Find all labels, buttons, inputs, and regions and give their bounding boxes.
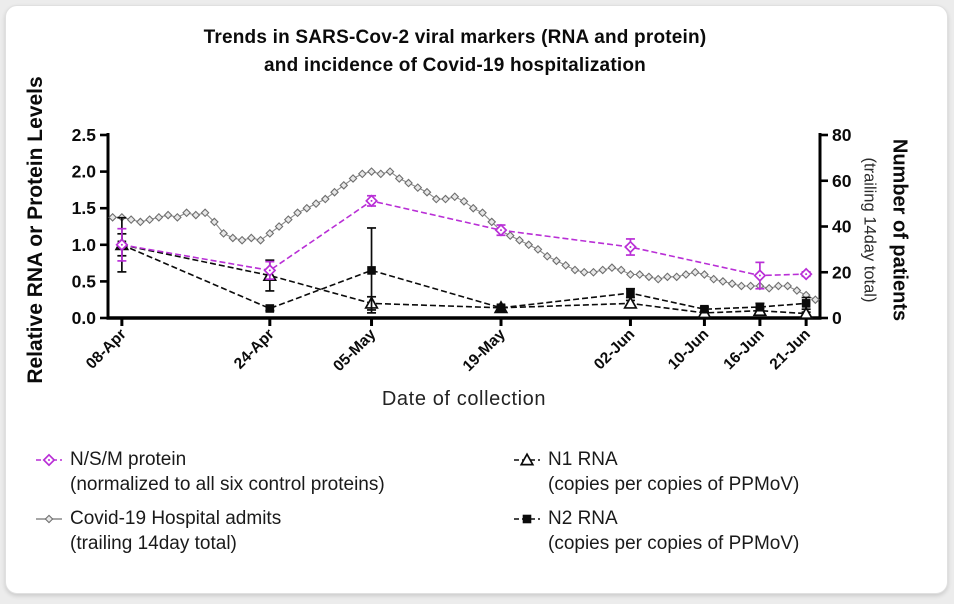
nsm-protein-marker-icon bbox=[34, 447, 70, 497]
chart-title-line2: and incidence of Covid-19 hospitalizatio… bbox=[264, 55, 646, 76]
svg-text:2.5: 2.5 bbox=[72, 125, 97, 145]
legend-label-hospital-admits: Covid-19 Hospital admits bbox=[70, 508, 282, 529]
legend: N/S/M protein (normalized to all six con… bbox=[34, 447, 926, 565]
hospital-admits-marker-icon bbox=[34, 506, 70, 556]
legend-column-right: N1 RNA (copies per copies of PPMoV) N2 R… bbox=[512, 447, 926, 565]
n2-rna-marker-icon bbox=[512, 506, 548, 556]
n1-rna-marker-icon bbox=[512, 447, 548, 497]
svg-text:21-Jun: 21-Jun bbox=[767, 326, 814, 373]
legend-item-n2-rna: N2 RNA (copies per copies of PPMoV) bbox=[512, 506, 926, 556]
legend-sublabel-nsm-protein: (normalized to all six control proteins) bbox=[70, 474, 385, 495]
legend-sublabel-n2-rna: (copies per copies of PPMoV) bbox=[548, 533, 800, 554]
legend-label-n2-rna: N2 RNA bbox=[548, 508, 618, 529]
legend-sublabel-hospital-admits: (trailing 14day total) bbox=[70, 533, 237, 554]
svg-text:2.0: 2.0 bbox=[72, 162, 97, 182]
legend-sublabel-n1-rna: (copies per copies of PPMoV) bbox=[548, 474, 800, 495]
svg-text:80: 80 bbox=[832, 125, 852, 145]
svg-text:1.5: 1.5 bbox=[72, 198, 97, 218]
chart-title: Trends in SARS-Cov-2 viral markers (RNA … bbox=[60, 24, 850, 80]
y-axis-left-title: Relative RNA or Protein Levels bbox=[24, 76, 47, 384]
svg-text:16-Jun: 16-Jun bbox=[720, 326, 767, 373]
y-axis-right-title: Number of patients bbox=[888, 138, 911, 322]
svg-text:10-Jun: 10-Jun bbox=[665, 326, 712, 373]
chart-title-line1: Trends in SARS-Cov-2 viral markers (RNA … bbox=[203, 27, 707, 48]
svg-text:0: 0 bbox=[832, 308, 842, 328]
svg-text:20: 20 bbox=[832, 262, 852, 282]
svg-text:0.5: 0.5 bbox=[72, 271, 97, 291]
svg-text:24-Apr: 24-Apr bbox=[231, 326, 278, 373]
svg-text:0.0: 0.0 bbox=[72, 308, 97, 328]
svg-text:05-May: 05-May bbox=[330, 326, 379, 375]
svg-text:02-Jun: 02-Jun bbox=[591, 326, 638, 373]
svg-text:40: 40 bbox=[832, 217, 852, 237]
legend-label-n1-rna: N1 RNA bbox=[548, 449, 618, 470]
x-axis-title: Date of collection bbox=[381, 388, 547, 410]
legend-label-nsm-protein: N/S/M protein bbox=[70, 449, 187, 470]
legend-item-nsm-protein: N/S/M protein (normalized to all six con… bbox=[34, 447, 512, 497]
svg-text:60: 60 bbox=[832, 171, 852, 191]
legend-item-n1-rna: N1 RNA (copies per copies of PPMoV) bbox=[512, 447, 926, 497]
chart-card bbox=[5, 5, 948, 594]
legend-item-hospital-admits: Covid-19 Hospital admits (trailing 14day… bbox=[34, 506, 512, 556]
svg-text:19-May: 19-May bbox=[460, 326, 509, 375]
svg-text:1.0: 1.0 bbox=[72, 235, 97, 255]
y-axis-right-subtitle: (trailing 14day total) bbox=[860, 157, 879, 303]
svg-text:08-Apr: 08-Apr bbox=[83, 326, 130, 373]
legend-column-left: N/S/M protein (normalized to all six con… bbox=[34, 447, 512, 565]
